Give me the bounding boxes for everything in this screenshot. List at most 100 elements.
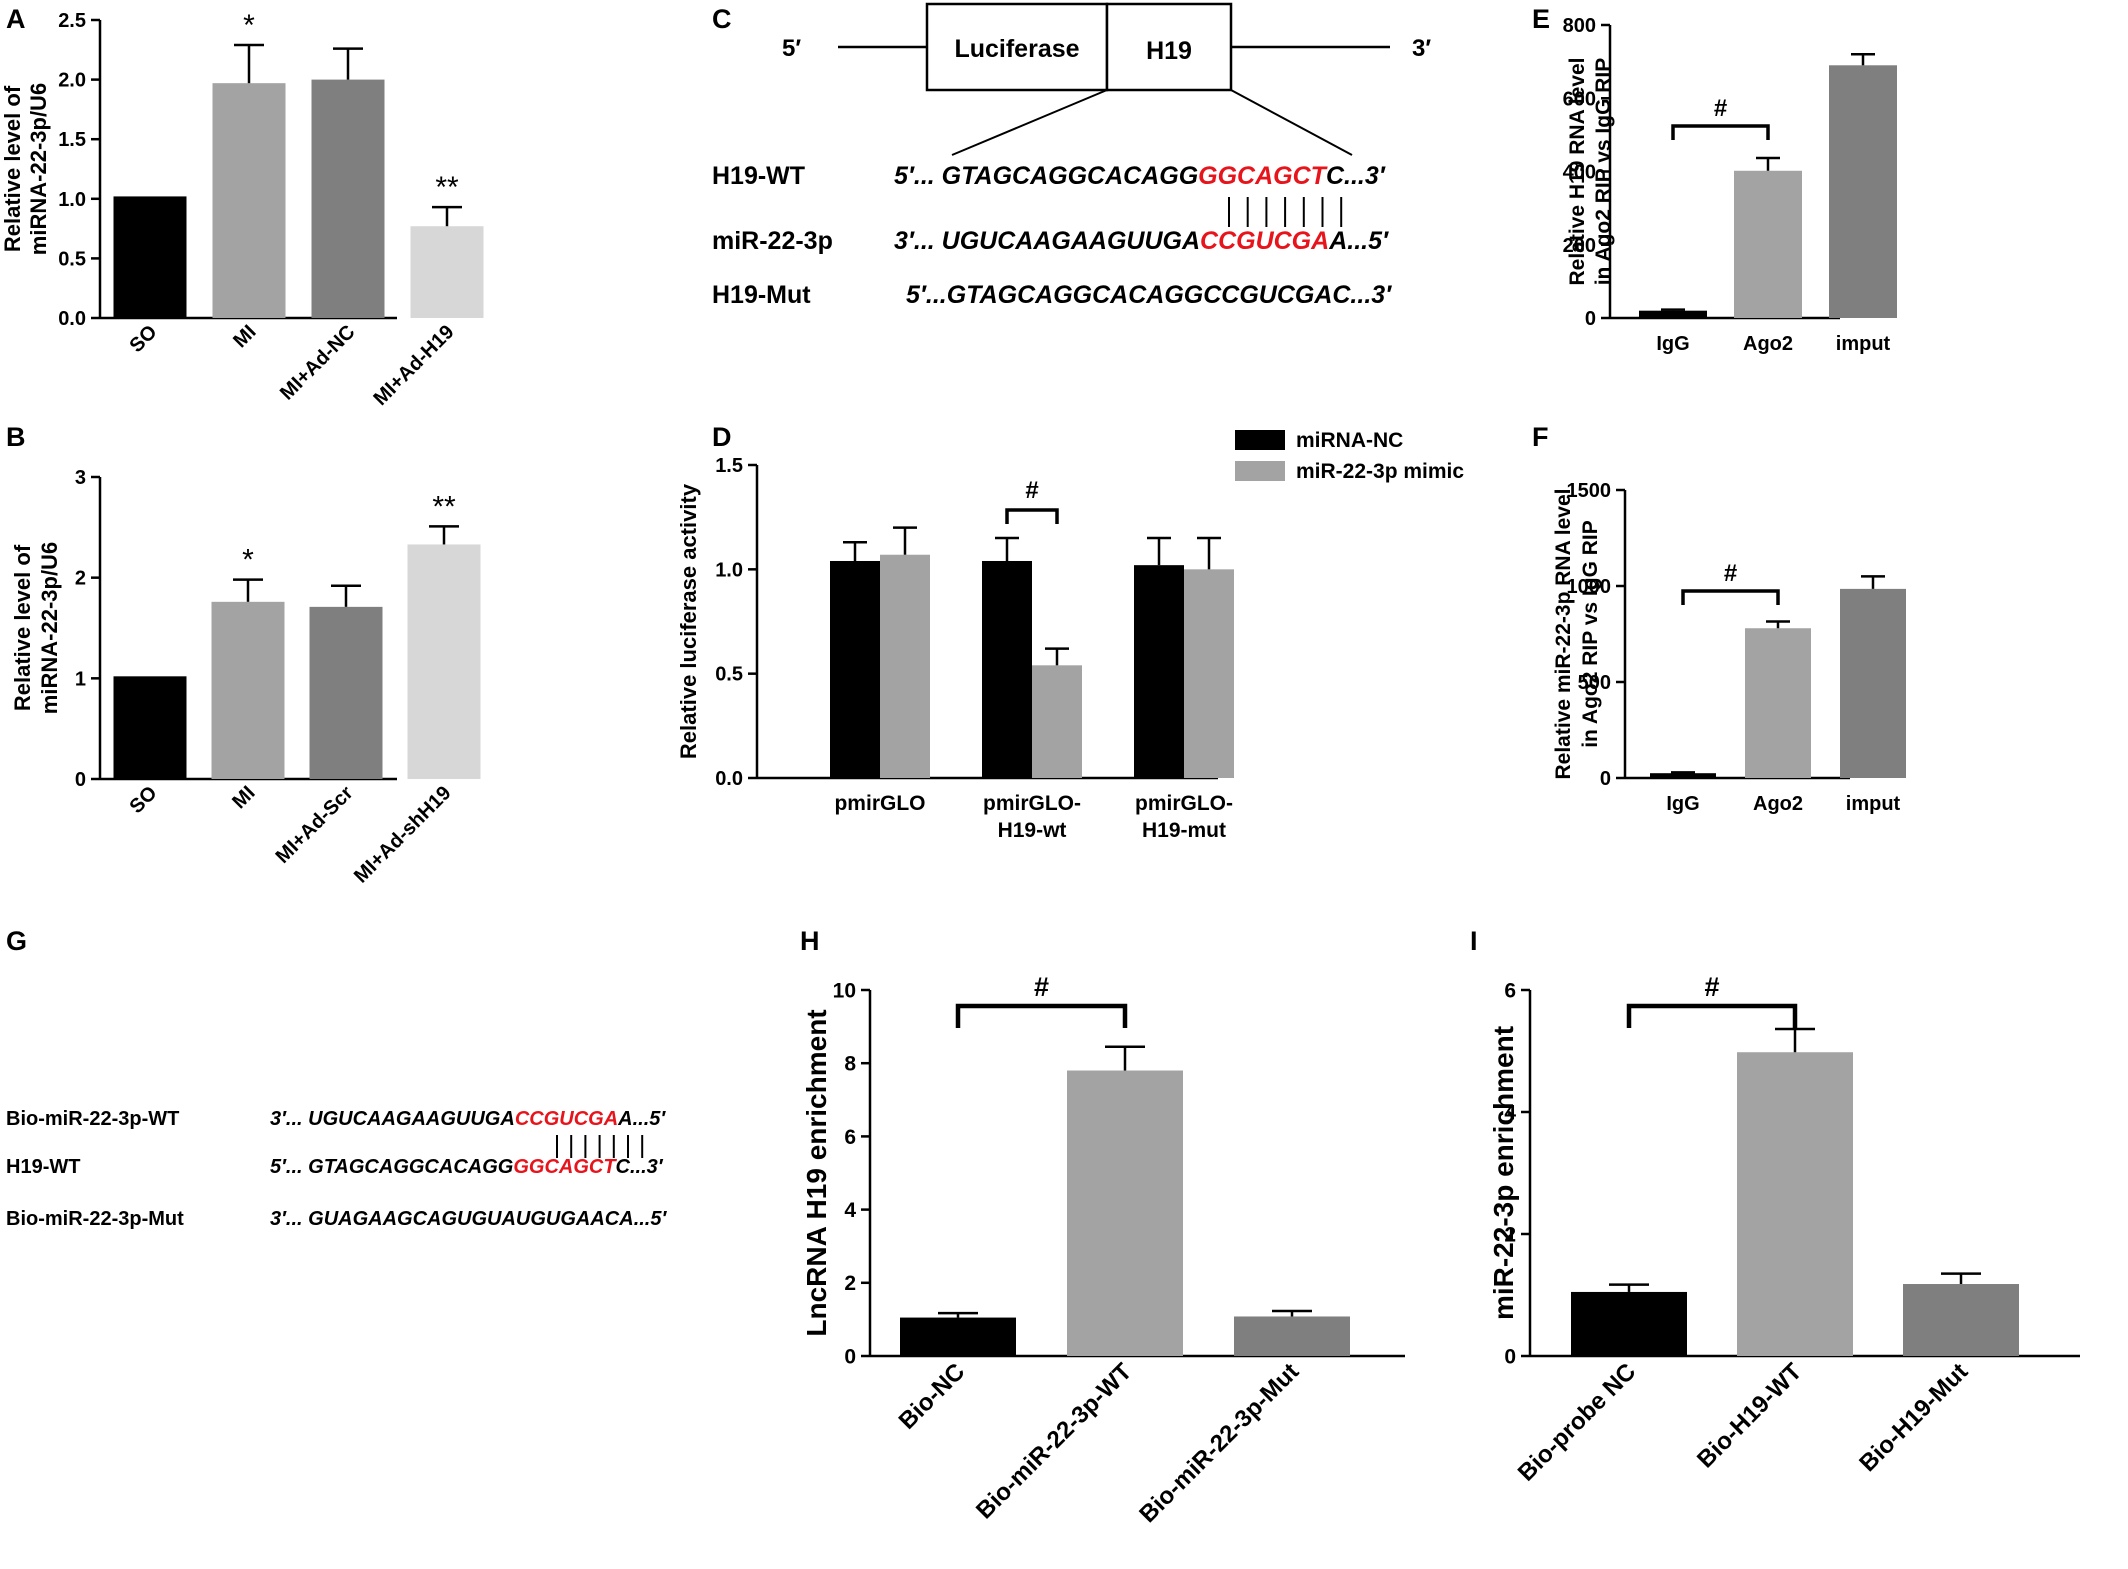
panel-c-diagram: 5′ Luciferase H19 3′ — [782, 2, 1431, 156]
x-tick-label: imput — [1846, 793, 1901, 815]
seed-region: CCGUCGA — [1200, 227, 1329, 255]
significance-bracket — [1626, 1003, 1798, 1028]
x-tick-label: imput — [1836, 333, 1891, 355]
y-tick-label: 800 — [1563, 15, 1596, 37]
significance-bracket — [1671, 124, 1770, 140]
y-tick-label: 1 — [75, 668, 86, 690]
bar — [1903, 1284, 2019, 1356]
x-tick-label: SO — [126, 782, 162, 818]
bar — [1734, 170, 1802, 318]
panel-letter-c: C — [712, 4, 732, 34]
y-tick-label: 0 — [1504, 1345, 1516, 1368]
x-tick-label: SO — [126, 321, 162, 357]
y-tick-label: 10 — [833, 979, 856, 1002]
y-tick-label: 1.5 — [58, 129, 86, 151]
bar — [1840, 588, 1906, 778]
x-tick-label: MI — [228, 782, 259, 813]
sequence-row-label: miR-22-3p — [712, 227, 833, 255]
sequence-row-label: Bio-miR-22-3p-Mut — [6, 1208, 184, 1230]
panel-c-sequences: H19-WT 5′... GTAGCAGGCACAGGGGCAGCTC...3′ m… — [712, 162, 1392, 309]
sequence-flank: 5′... GTAGCAGGCACAGG — [894, 162, 1198, 190]
y-tick-label: 2.5 — [58, 10, 86, 32]
sequence-flank: C...3′ — [1326, 162, 1386, 190]
bar — [1737, 1052, 1853, 1356]
x-tick-label: MI — [229, 321, 260, 352]
x-tick-label: MI+Ad-shH19 — [350, 782, 456, 888]
sequence-flank: A...5′ — [1328, 227, 1389, 255]
panel-letter-b: B — [6, 422, 26, 452]
significance-bracket — [1681, 589, 1780, 605]
y-axis-label: Relative miR-22-3p RNA level — [1552, 489, 1575, 780]
x-tick-label: pmirGLO — [834, 792, 925, 815]
y-tick-label: 0 — [844, 1345, 856, 1368]
sequence-flank: 3′... UGUCAAGAAGUUGA — [894, 227, 1200, 255]
y-tick-label: 4 — [1504, 1101, 1516, 1124]
y-axis-label: miRNA-22-3p/U6 — [26, 83, 51, 255]
y-tick-label: 6 — [1504, 979, 1516, 1002]
x-tick-label: MI+Ad-Scr — [272, 782, 358, 868]
bar — [880, 554, 930, 778]
x-tick-label: Bio-H19-WT — [1692, 1358, 1807, 1473]
significance-mark: # — [1704, 972, 1719, 1002]
sequence-row-label: H19-Mut — [712, 281, 811, 309]
chart-e: 0 200 400 600 800 Relative H19 RNA level in Ag… — [1563, 15, 1897, 355]
zoom-line-left — [951, 89, 1108, 156]
significance-bracket — [955, 1003, 1128, 1028]
y-axis-label: miR-22-3p enrichment — [1488, 1026, 1519, 1320]
h19-box-label: H19 — [1146, 37, 1192, 65]
legend-label: miR-22-3p mimic — [1296, 460, 1464, 483]
y-tick-label: 1.0 — [715, 559, 743, 581]
y-tick-label: 6 — [844, 1126, 856, 1149]
bar — [1571, 1291, 1687, 1356]
y-tick-label: 0.5 — [58, 248, 86, 270]
bar — [410, 226, 484, 318]
x-tick-label: Bio-H19-Mut — [1854, 1358, 1973, 1477]
bar — [1134, 565, 1184, 778]
y-axis-label: Relative level of — [10, 544, 35, 711]
y-tick-label: 0.0 — [58, 308, 86, 330]
sequence-text: 5′... GTAGCAGGCACAGGGGCAGCTC...3′ — [894, 162, 1386, 190]
legend-label: miRNA-NC — [1296, 429, 1403, 452]
x-tick-label: Ago2 — [1753, 793, 1803, 815]
chart-d: 0.0 0.5 1.0 1.5 Relative luciferase activity… — [676, 429, 1464, 842]
y-axis-label: in Ago2 RIP vs IgG RIP — [1579, 520, 1602, 748]
y-tick-label: 0.5 — [715, 664, 743, 686]
bar — [1829, 65, 1897, 318]
y-axis-label: miRNA-22-3p/U6 — [37, 542, 62, 714]
y-axis-label: Relative H19 RNA level — [1566, 58, 1589, 286]
significance-annotation: * — [242, 544, 254, 577]
x-tick-label: pmirGLO- — [983, 792, 1081, 815]
sequence-flank: 5′... GTAGCAGGCACAGG — [270, 1156, 513, 1178]
y-axis-label: in Ago2 RIP vs IgG RIP — [1592, 58, 1615, 286]
panel-letter-e: E — [1532, 4, 1550, 34]
bar — [1067, 1070, 1183, 1356]
bar — [900, 1317, 1016, 1356]
x-tick-label: MI+Ad-NC — [276, 321, 360, 405]
panel-letter-i: I — [1470, 926, 1478, 956]
y-tick-label: 1000 — [1567, 576, 1612, 598]
bar — [407, 544, 481, 779]
y-tick-label: 200 — [1563, 235, 1596, 257]
x-tick-label: Bio-miR-22-3p-WT — [971, 1358, 1137, 1524]
bar — [211, 601, 285, 779]
y-axis-label: Relative luciferase activity — [676, 483, 701, 759]
significance-mark: # — [1034, 972, 1049, 1002]
y-tick-label: 8 — [844, 1053, 856, 1076]
x-tick-label: MI+Ad-H19 — [370, 321, 459, 410]
sequence-flank: A...5′ — [617, 1108, 666, 1130]
seed-region: GGCAGCT — [1198, 162, 1329, 190]
x-tick-label: Ago2 — [1743, 333, 1793, 355]
sequence-flank: CCGUCGAC...3′ — [1203, 281, 1392, 309]
significance-annotation: ** — [435, 171, 459, 204]
bar — [1650, 773, 1716, 778]
bar — [311, 79, 385, 318]
x-tick-label: Bio-NC — [894, 1358, 971, 1435]
sequence-text: 3′... UGUCAAGAAGUUGACCGUCGAA...5′ — [270, 1108, 666, 1130]
y-tick-label: 2.0 — [58, 70, 86, 92]
bar — [309, 606, 383, 779]
panel-letter-d: D — [712, 422, 732, 452]
bar — [113, 196, 187, 318]
three-prime-label: 3′ — [1412, 35, 1431, 62]
x-tick-label: IgG — [1666, 793, 1699, 815]
